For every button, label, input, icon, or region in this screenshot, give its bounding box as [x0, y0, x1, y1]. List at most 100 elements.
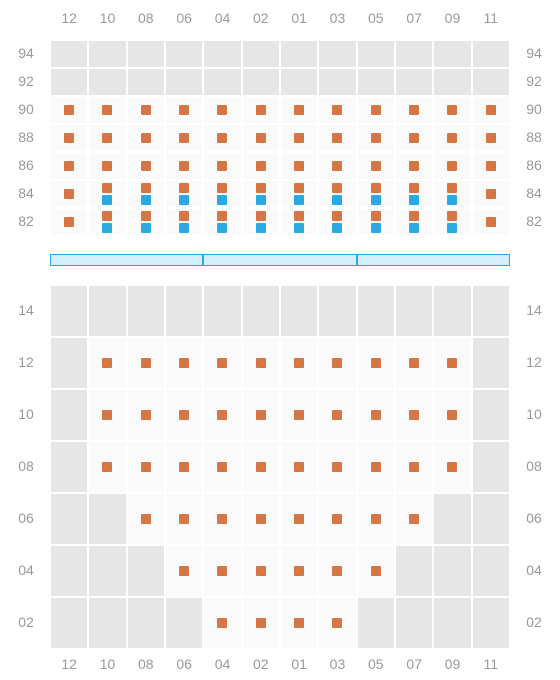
- empty-cell: [395, 285, 433, 337]
- marker-orange: [447, 105, 457, 115]
- marker-orange: [447, 161, 457, 171]
- empty-cell: [242, 40, 280, 68]
- marker-blue: [217, 195, 227, 205]
- marker-orange: [141, 358, 151, 368]
- row-label: 14: [522, 302, 546, 318]
- row-label: 04: [14, 562, 38, 578]
- empty-cell: [203, 285, 241, 337]
- marker-orange: [64, 105, 74, 115]
- marker-orange: [409, 514, 419, 524]
- marker-orange: [294, 133, 304, 143]
- empty-cell: [357, 68, 395, 96]
- empty-cell: [88, 40, 126, 68]
- marker-blue: [141, 223, 151, 233]
- marker-orange: [371, 410, 381, 420]
- col-label-top: 12: [57, 10, 81, 26]
- row-label: 82: [14, 213, 38, 229]
- row-label: 08: [522, 458, 546, 474]
- marker-blue: [447, 195, 457, 205]
- row-label: 02: [14, 614, 38, 630]
- empty-cell: [165, 68, 203, 96]
- empty-cell: [203, 40, 241, 68]
- empty-cell: [127, 285, 165, 337]
- marker-orange: [102, 105, 112, 115]
- marker-orange: [217, 161, 227, 171]
- row-label: 02: [522, 614, 546, 630]
- marker-orange: [294, 618, 304, 628]
- col-label-top: 04: [210, 10, 234, 26]
- marker-blue: [217, 223, 227, 233]
- marker-orange: [486, 133, 496, 143]
- marker-blue: [409, 195, 419, 205]
- marker-blue: [256, 223, 266, 233]
- empty-cell: [433, 285, 471, 337]
- marker-orange: [141, 514, 151, 524]
- marker-blue: [294, 195, 304, 205]
- empty-cell: [433, 597, 471, 649]
- col-label-bottom: 01: [287, 656, 311, 672]
- marker-blue: [447, 223, 457, 233]
- empty-cell: [318, 68, 356, 96]
- empty-cell: [357, 40, 395, 68]
- marker-orange: [294, 211, 304, 221]
- marker-orange: [409, 133, 419, 143]
- empty-cell: [88, 493, 126, 545]
- col-label-bottom: 10: [95, 656, 119, 672]
- row-label: 90: [522, 101, 546, 117]
- marker-orange: [141, 161, 151, 171]
- marker-orange: [179, 566, 189, 576]
- marker-orange: [179, 161, 189, 171]
- marker-orange: [447, 462, 457, 472]
- marker-orange: [102, 211, 112, 221]
- marker-blue: [409, 223, 419, 233]
- empty-cell: [88, 545, 126, 597]
- separator-segment: [357, 254, 510, 266]
- row-label: 92: [14, 73, 38, 89]
- empty-cell: [50, 493, 88, 545]
- marker-blue: [371, 223, 381, 233]
- empty-cell: [127, 40, 165, 68]
- empty-cell: [472, 337, 510, 389]
- marker-blue: [294, 223, 304, 233]
- row-label: 08: [14, 458, 38, 474]
- empty-cell: [127, 597, 165, 649]
- marker-orange: [217, 462, 227, 472]
- row-label: 12: [522, 354, 546, 370]
- marker-orange: [409, 161, 419, 171]
- marker-blue: [332, 195, 342, 205]
- empty-cell: [433, 40, 471, 68]
- empty-cell: [472, 493, 510, 545]
- marker-orange: [256, 161, 266, 171]
- col-label-top: 05: [364, 10, 388, 26]
- col-label-top: 07: [402, 10, 426, 26]
- marker-orange: [256, 183, 266, 193]
- empty-cell: [165, 40, 203, 68]
- col-label-bottom: 11: [479, 656, 503, 672]
- marker-orange: [256, 358, 266, 368]
- seating-chart: 1210080604020103050709119494929290908888…: [0, 0, 560, 680]
- marker-blue: [332, 223, 342, 233]
- row-label: 06: [14, 510, 38, 526]
- marker-orange: [102, 183, 112, 193]
- marker-orange: [371, 358, 381, 368]
- empty-cell: [395, 545, 433, 597]
- marker-orange: [371, 133, 381, 143]
- marker-orange: [409, 183, 419, 193]
- row-label: 94: [14, 45, 38, 61]
- empty-cell: [88, 68, 126, 96]
- marker-blue: [256, 195, 266, 205]
- marker-orange: [64, 217, 74, 227]
- col-label-top: 01: [287, 10, 311, 26]
- col-label-top: 03: [325, 10, 349, 26]
- marker-orange: [217, 514, 227, 524]
- empty-cell: [50, 597, 88, 649]
- empty-cell: [357, 597, 395, 649]
- empty-cell: [242, 68, 280, 96]
- marker-orange: [256, 566, 266, 576]
- marker-orange: [294, 566, 304, 576]
- row-label: 06: [522, 510, 546, 526]
- col-label-bottom: 03: [325, 656, 349, 672]
- empty-cell: [433, 493, 471, 545]
- col-label-bottom: 09: [440, 656, 464, 672]
- marker-orange: [371, 566, 381, 576]
